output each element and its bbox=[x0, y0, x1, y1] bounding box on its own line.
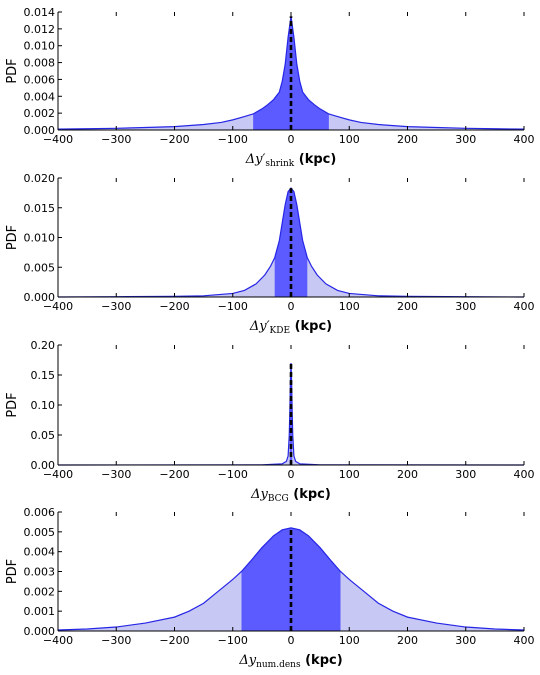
y-tick-label: 0.000 bbox=[24, 625, 56, 638]
x-tick-label: 0 bbox=[288, 634, 295, 647]
x-axis-label: ΔyBCG (kpc) bbox=[250, 487, 331, 504]
y-axis-label: PDF bbox=[5, 58, 20, 83]
y-tick-label: 0.10 bbox=[31, 399, 56, 412]
y-tick-label: 0.004 bbox=[24, 546, 56, 559]
x-tick-label: −200 bbox=[159, 133, 189, 146]
x-tick-label: 100 bbox=[339, 300, 360, 313]
y-tick-label: 0.20 bbox=[31, 339, 56, 352]
y-tick-label: 0.010 bbox=[24, 40, 56, 53]
y-tick-label: 0.010 bbox=[24, 232, 56, 245]
x-tick-label: 300 bbox=[455, 634, 476, 647]
x-tick-label: −400 bbox=[43, 468, 73, 481]
y-tick-label: 0.005 bbox=[24, 261, 56, 274]
x-axis-label: Δy′KDE (kpc) bbox=[249, 319, 332, 336]
x-tick-label: −300 bbox=[101, 300, 131, 313]
y-tick-label: 0.014 bbox=[24, 6, 56, 19]
x-tick-label: −100 bbox=[218, 133, 248, 146]
x-tick-label: 400 bbox=[514, 634, 535, 647]
x-tick-label: 300 bbox=[455, 300, 476, 313]
x-tick-label: −400 bbox=[43, 634, 73, 647]
x-tick-label: 300 bbox=[455, 468, 476, 481]
y-tick-label: 0.002 bbox=[24, 107, 56, 120]
y-tick-label: 0.003 bbox=[24, 566, 56, 579]
x-axis-label: Δynum.dens (kpc) bbox=[238, 653, 342, 670]
x-tick-label: −400 bbox=[43, 300, 73, 313]
y-axis-label: PDF bbox=[5, 392, 20, 417]
y-tick-label: 0.008 bbox=[24, 57, 56, 70]
x-tick-label: −300 bbox=[101, 133, 131, 146]
y-tick-label: 0.15 bbox=[31, 369, 56, 382]
inner-fill-band bbox=[274, 188, 308, 297]
y-tick-label: 0.001 bbox=[24, 605, 56, 618]
x-tick-label: 400 bbox=[514, 300, 535, 313]
chart-panel-3: −400 −300 −200 −100 0 100 200 300 400 0.00 0.05 0.1… bbox=[5, 339, 535, 504]
x-tick-label: −400 bbox=[43, 133, 73, 146]
y-tick-label: 0.020 bbox=[24, 172, 56, 185]
y-tick-label: 0.015 bbox=[24, 202, 56, 215]
y-axis-label: PDF bbox=[5, 559, 20, 584]
chart-panel-1: −400 −300 −200 −100 0 100 200 300 400 0.000 0.002 0… bbox=[5, 6, 535, 169]
y-tick-label: 0.000 bbox=[24, 124, 56, 137]
x-tick-label: −100 bbox=[218, 634, 248, 647]
y-tick-label: 0.00 bbox=[31, 459, 56, 472]
x-tick-label: 100 bbox=[339, 634, 360, 647]
x-tick-label: −100 bbox=[218, 300, 248, 313]
x-tick-label: −300 bbox=[101, 634, 131, 647]
x-tick-label: 400 bbox=[514, 468, 535, 481]
y-tick-label: 0.005 bbox=[24, 526, 56, 539]
x-tick-label: 300 bbox=[455, 133, 476, 146]
x-tick-label: 200 bbox=[397, 634, 418, 647]
x-tick-label: 200 bbox=[397, 133, 418, 146]
x-tick-label: −100 bbox=[218, 468, 248, 481]
y-tick-label: 0.05 bbox=[31, 429, 56, 442]
x-tick-label: 0 bbox=[288, 133, 295, 146]
x-tick-label: −200 bbox=[159, 300, 189, 313]
pdf-curve-line bbox=[57, 527, 525, 631]
x-tick-label: 0 bbox=[288, 468, 295, 481]
y-tick-label: 0.004 bbox=[24, 90, 56, 103]
y-tick-label: 0.002 bbox=[24, 585, 56, 598]
x-tick-label: 100 bbox=[339, 133, 360, 146]
x-tick-label: −200 bbox=[159, 468, 189, 481]
x-tick-label: −300 bbox=[101, 468, 131, 481]
x-tick-label: 200 bbox=[397, 468, 418, 481]
y-tick-label: 0.012 bbox=[24, 23, 56, 36]
y-tick-label: 0.006 bbox=[24, 506, 56, 519]
x-tick-label: −200 bbox=[159, 634, 189, 647]
y-axis-label: PDF bbox=[5, 225, 20, 250]
x-tick-label: 100 bbox=[339, 468, 360, 481]
x-tick-label: 0 bbox=[288, 300, 295, 313]
y-tick-label: 0.006 bbox=[24, 73, 56, 86]
chart-panel-2: −400 −300 −200 −100 0 100 200 300 400 0.000 0.005 0… bbox=[5, 172, 535, 336]
x-axis-label: Δy′shrink (kpc) bbox=[245, 152, 337, 169]
x-tick-label: 400 bbox=[514, 133, 535, 146]
y-tick-label: 0.000 bbox=[24, 291, 56, 304]
chart-panel-4: −400 −300 −200 −100 0 100 200 300 400 0.000 0.001 0… bbox=[5, 506, 535, 670]
pdf-curve-line bbox=[57, 362, 525, 466]
x-tick-label: 200 bbox=[397, 300, 418, 313]
